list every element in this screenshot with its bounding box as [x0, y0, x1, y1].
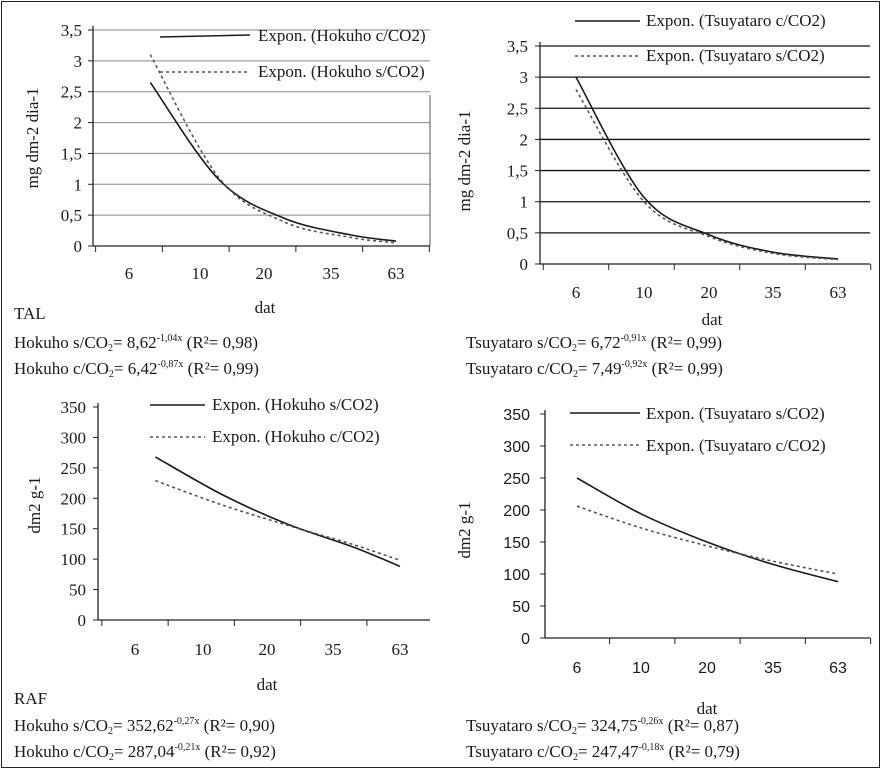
- tal-tsuyataro-ytick-label: 1: [520, 193, 529, 212]
- tal-tsuyataro-ytick-label: 3: [520, 68, 529, 87]
- tal-hokuho-series-1-line: [149, 81, 397, 242]
- caption-tal: TAL: [14, 304, 46, 323]
- tal-tsuyataro-series-1-line: [575, 76, 839, 260]
- tal-tsuyataro-xtick-label: 20: [701, 283, 718, 302]
- tal-hokuho-ytick-label: 3: [74, 52, 83, 71]
- tal-hokuho-ytick-label: 2: [74, 114, 83, 133]
- equation-tal-hokuho-s: Hokuho s/CO2= 8,62-1,04x (R²= 0,98): [14, 333, 259, 354]
- tal-tsuyataro-ytick-label: 1,5: [507, 162, 528, 181]
- tal-hokuho-series-2-line: [149, 54, 397, 244]
- raf-tsuyataro-ytick-label: 50: [512, 599, 530, 616]
- raf-hokuho-xtick-label: 10: [195, 640, 212, 659]
- raf-tsuyataro-series-1-line: [576, 477, 839, 583]
- tal-hokuho-x-axis-title: dat: [255, 298, 276, 317]
- equation-raf-hokuho-c: Hokuho c/CO2= 287,04-0,21x (R²= 0,92): [14, 742, 276, 763]
- caption-raf: RAF: [14, 689, 48, 708]
- tal-hokuho-ytick-label: 3,5: [61, 21, 82, 40]
- raf-hokuho-xtick-label: 6: [131, 640, 140, 659]
- tal-hokuho-ytick-label: 2,5: [61, 83, 82, 102]
- tal-hokuho-xtick-label: 63: [388, 264, 405, 283]
- tal-tsuyataro-ytick-label: 3,5: [507, 37, 528, 56]
- tal-hokuho-legend-label-1: Expon. (Hokuho c/CO2): [258, 26, 426, 45]
- tal-tsuyataro-xtick-label: 10: [636, 283, 653, 302]
- tal-hokuho-ytick-label: 0,5: [61, 206, 82, 225]
- tal-hokuho-ytick-label: 1,5: [61, 144, 82, 163]
- raf-tsuyataro-legend-label-1: Expon. (Tsuyataro s/CO2): [646, 404, 825, 423]
- tal-hokuho-y-axis-title: mg dm-2 dia-1: [23, 87, 42, 188]
- equation-raf-hokuho-s: Hokuho s/CO2= 352,62-0,27x (R²= 0,90): [14, 716, 276, 737]
- tal-tsuyataro-y-axis-title: mg dm-2 dia-1: [455, 110, 474, 211]
- tal-tsuyataro-ytick-label: 2: [520, 130, 529, 149]
- raf-hokuho-ytick-label: 0: [78, 611, 87, 630]
- tal-hokuho-xtick-label: 10: [192, 264, 209, 283]
- tal-hokuho-xtick-label: 6: [125, 264, 134, 283]
- raf-hokuho-y-axis-title: dm2 g-1: [25, 476, 44, 533]
- raf-tsuyataro-ytick-label: 250: [503, 471, 530, 488]
- raf-hokuho-ytick-label: 50: [69, 581, 86, 600]
- tal-tsuyataro-xtick-label: 6: [572, 283, 581, 302]
- equation-raf-tsuyataro-c: Tsuyataro c/CO2= 247,47-0,18x (R²= 0,79): [466, 742, 740, 763]
- raf-hokuho-legend-label-2: Expon. (Hokuho c/CO2): [212, 427, 380, 446]
- raf-tsuyataro-y-axis-title: dm2 g-1: [455, 501, 474, 558]
- raf-hokuho-xtick-label: 63: [392, 640, 409, 659]
- raf-tsuyataro-legend-label-2: Expon. (Tsuyataro c/CO2): [646, 436, 826, 455]
- raf-tsuyataro-ytick-label: 200: [503, 503, 530, 520]
- tal-tsuyataro-x-axis-title: dat: [702, 310, 723, 329]
- tal-hokuho-xtick-label: 35: [323, 264, 340, 283]
- tal-tsuyataro-xtick-label: 63: [830, 283, 847, 302]
- tal-hokuho-legend-label-2: Expon. (Hokuho s/CO2): [258, 62, 425, 81]
- tal-hokuho-ytick-label: 1: [74, 175, 83, 194]
- raf-hokuho-series-1-line: [155, 456, 401, 568]
- raf-tsuyataro-xtick-label: 6: [573, 660, 582, 677]
- raf-hokuho-ytick-label: 350: [61, 398, 87, 417]
- raf-tsuyataro-xtick-label: 10: [632, 660, 650, 677]
- raf-hokuho-series-2-line: [155, 479, 401, 562]
- raf-hokuho-ytick-label: 150: [61, 520, 87, 539]
- raf-hokuho-ytick-label: 300: [61, 428, 87, 447]
- raf-tsuyataro-series-2-line: [576, 505, 839, 575]
- raf-tsuyataro-x-axis-title: dat: [697, 699, 718, 718]
- raf-hokuho-xtick-label: 35: [325, 640, 342, 659]
- raf-hokuho-ytick-label: 250: [61, 459, 87, 478]
- raf-hokuho-x-axis-title: dat: [257, 675, 278, 694]
- raf-hokuho-ytick-label: 200: [61, 489, 87, 508]
- raf-tsuyataro-ytick-label: 150: [503, 535, 530, 552]
- equation-tal-tsuyataro-s: Tsuyataro s/CO2= 6,72-0,91x (R²= 0,99): [466, 333, 723, 354]
- raf-hokuho-ytick-label: 100: [61, 550, 87, 569]
- tal-tsuyataro-ytick-label: 0: [520, 255, 529, 274]
- raf-tsuyataro-ytick-label: 100: [503, 567, 530, 584]
- raf-hokuho-legend-label-1: Expon. (Hokuho s/CO2): [212, 395, 379, 414]
- raf-tsuyataro-ytick-label: 0: [521, 631, 530, 648]
- raf-tsuyataro-xtick-label: 63: [829, 660, 847, 677]
- tal-hokuho-legend-swatch-1: [159, 34, 251, 38]
- tal-tsuyataro-ytick-label: 2,5: [507, 99, 528, 118]
- equation-tal-hokuho-c: Hokuho c/CO2= 6,42-0,87x (R²= 0,99): [14, 359, 259, 380]
- tal-tsuyataro-legend-label-1: Expon. (Tsuyataro c/CO2): [646, 11, 826, 30]
- raf-tsuyataro-ytick-label: 300: [503, 439, 530, 456]
- tal-tsuyataro-xtick-label: 35: [765, 283, 782, 302]
- raf-hokuho-xtick-label: 20: [259, 640, 276, 659]
- raf-tsuyataro-ytick-label: 350: [503, 407, 530, 424]
- tal-hokuho-ytick-label: 0: [74, 237, 83, 256]
- tal-tsuyataro-ytick-label: 0,5: [507, 224, 528, 243]
- tal-hokuho-xtick-label: 20: [256, 264, 273, 283]
- tal-tsuyataro-series-2-line: [575, 89, 839, 261]
- tal-tsuyataro-legend-label-2: Expon. (Tsuyataro s/CO2): [646, 46, 825, 65]
- equation-tal-tsuyataro-c: Tsuyataro c/CO2= 7,49-0,92x (R²= 0,99): [466, 359, 723, 380]
- raf-tsuyataro-xtick-label: 20: [698, 660, 716, 677]
- raf-tsuyataro-xtick-label: 35: [764, 660, 782, 677]
- equation-raf-tsuyataro-s: Tsuyataro s/CO2= 324,75-0,26x (R²= 0,87): [466, 716, 740, 737]
